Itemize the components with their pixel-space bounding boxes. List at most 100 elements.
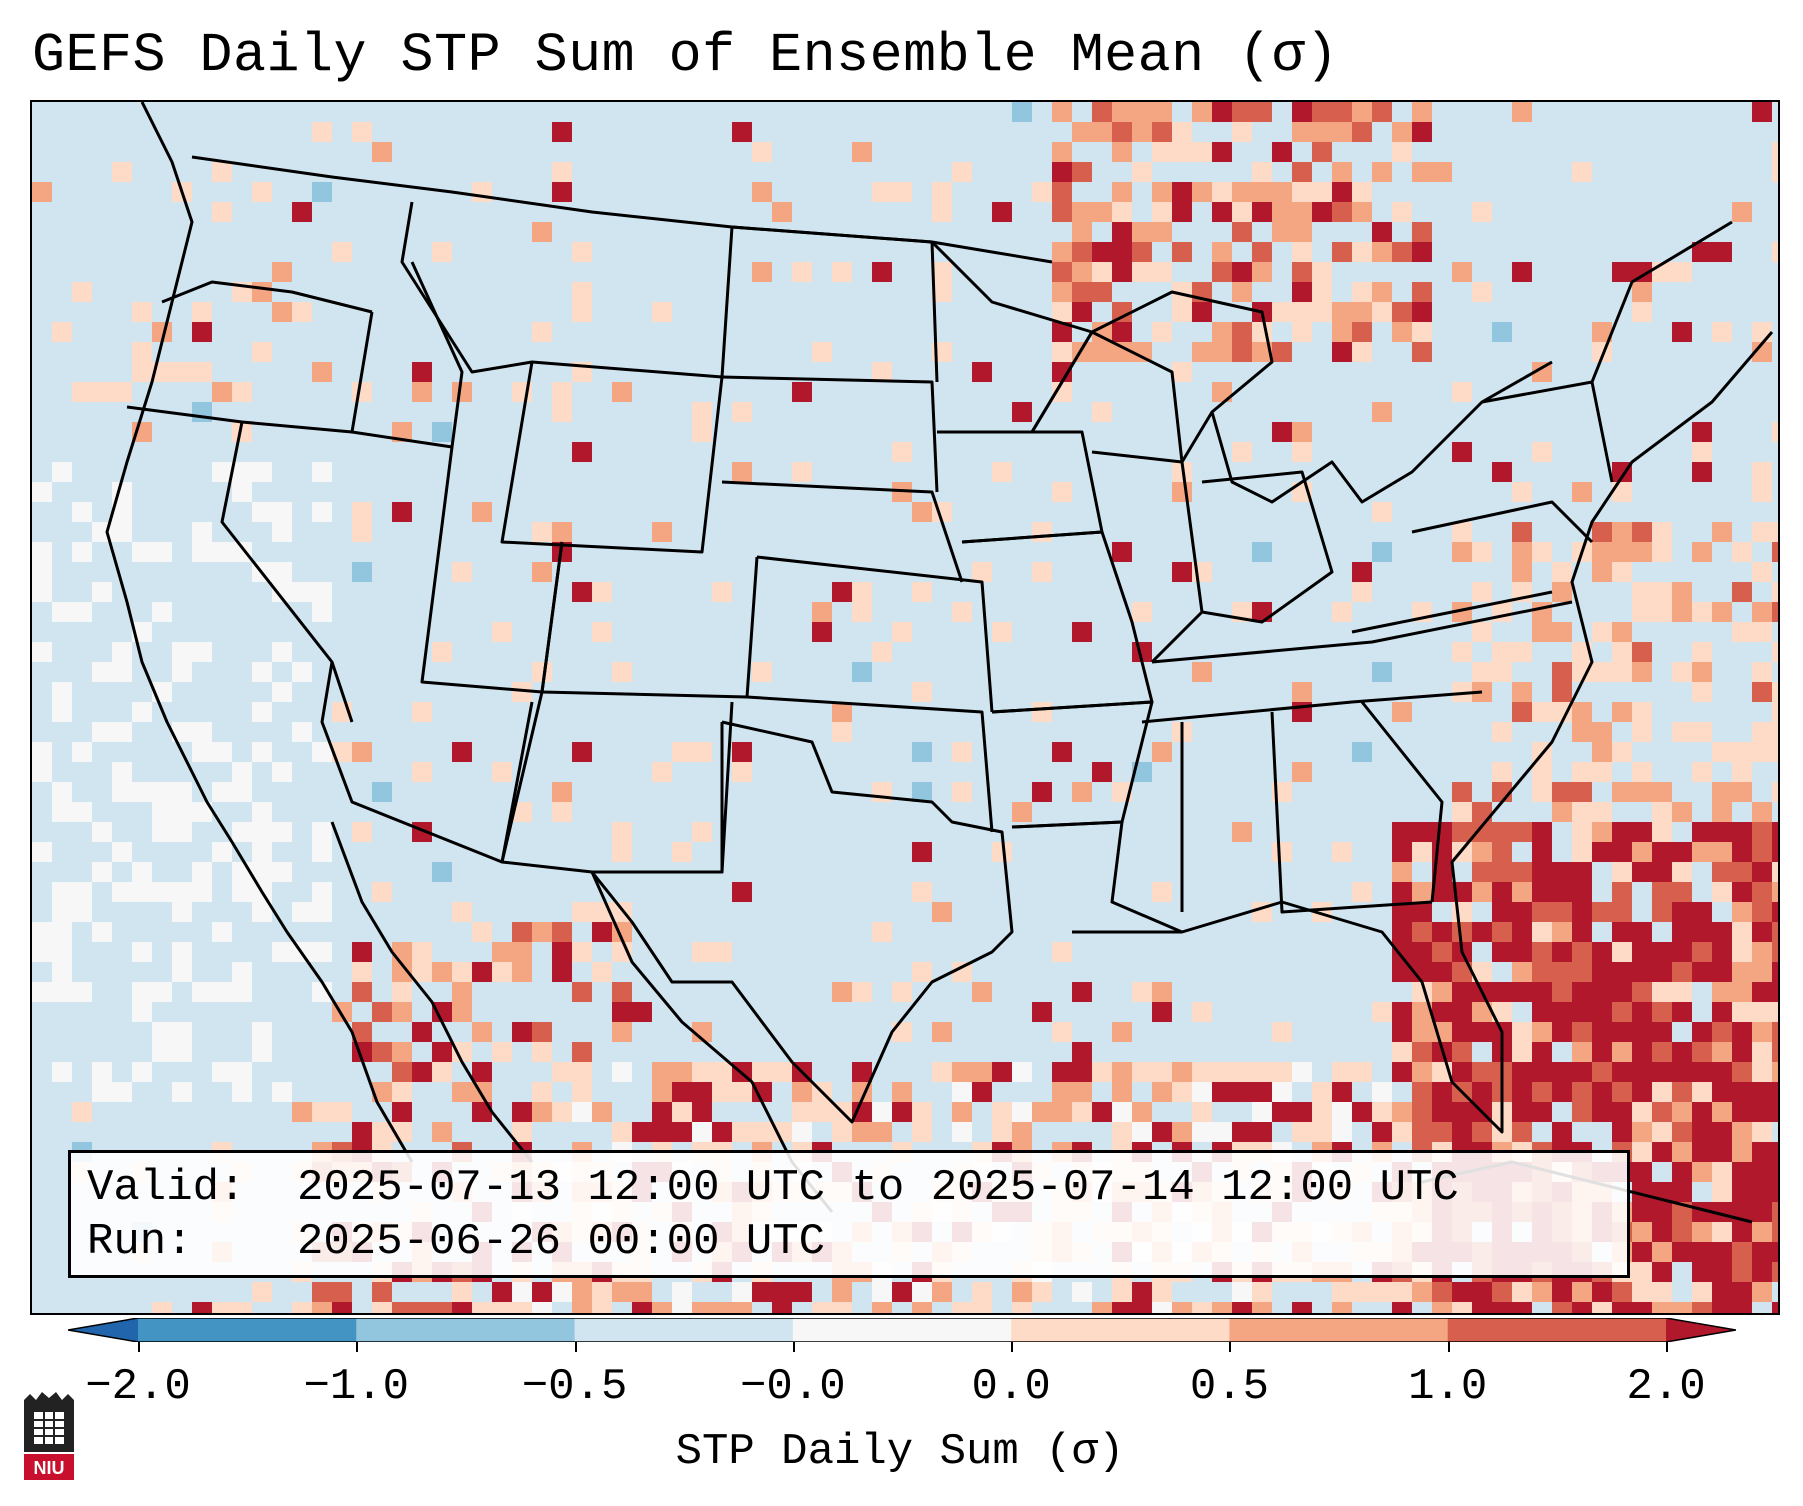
field-cell [1312,1082,1332,1102]
field-cell [952,1082,972,1102]
colorbar-tick [1011,1342,1014,1352]
field-cell [952,962,972,982]
field-cell [1672,602,1692,622]
field-cell [232,462,252,482]
field-cell [372,882,392,902]
field-cell [912,582,932,602]
field-cell [1372,502,1392,522]
field-cell [652,1082,672,1102]
field-cell [252,702,272,722]
field-cell [1752,1162,1772,1182]
field-cell [752,1122,772,1142]
field-cell [1532,1022,1552,1042]
field-cell [312,1302,332,1313]
field-cell [32,742,52,762]
illinois-border [1091,450,1204,664]
field-cell [1592,562,1612,582]
field-cell [1612,882,1632,902]
field-cell [1672,262,1692,282]
field-cell [972,1082,992,1102]
field-cell [1152,882,1172,902]
field-cell [792,1102,812,1122]
field-cell [1732,902,1752,922]
field-cell [92,862,112,882]
field-cell [1652,962,1672,982]
field-cell [1572,1042,1592,1062]
field-cell [1152,122,1172,142]
niu-logo: NIU [24,1392,74,1480]
field-cell [1672,1142,1692,1162]
field-cell [1652,802,1672,822]
field-cell [1712,1022,1732,1042]
field-cell [452,982,472,1002]
field-cell [1572,1022,1592,1042]
field-cell [1592,762,1612,782]
field-cell [1492,762,1512,782]
field-cell [1712,242,1732,262]
field-cell [1172,562,1192,582]
field-cell [1092,762,1112,782]
field-cell [572,242,592,262]
field-cell [1712,742,1732,762]
field-cell [592,1282,612,1302]
field-cell [1732,982,1752,1002]
field-cell [592,1102,612,1122]
field-cell [1212,1122,1232,1142]
field-cell [1512,902,1532,922]
field-cell [1452,442,1472,462]
field-cell [252,502,272,522]
field-cell [1632,1202,1652,1222]
field-cell [1232,822,1252,842]
field-cell [1332,202,1352,222]
field-cell [1352,202,1372,222]
field-cell [1712,982,1732,1002]
field-cell [1692,1302,1712,1313]
field-cell [912,502,932,522]
field-cell [272,942,292,962]
field-cell [92,662,112,682]
field-cell [1652,602,1672,622]
field-cell [1592,622,1612,642]
field-cell [1472,962,1492,982]
field-cell [1692,922,1712,942]
field-cell [1492,642,1512,662]
field-cell [1452,682,1472,702]
field-cell [912,1282,932,1302]
field-cell [952,1302,972,1313]
kentucky-tennessee-border [1151,600,1573,664]
field-cell [1472,662,1492,682]
field-cell [1392,1122,1412,1142]
field-cell [1692,1042,1712,1062]
field-cell [1472,282,1492,302]
field-cell [1252,182,1272,202]
field-cell [1772,542,1778,562]
field-cell [1592,1102,1612,1122]
field-cell [1412,102,1432,122]
colorbar-tick-label: 1.0 [1408,1362,1488,1412]
field-cell [132,342,152,362]
field-cell [612,1122,632,1142]
field-cell [912,962,932,982]
north-dakota-border [731,225,939,383]
field-cell [72,902,92,922]
field-cell [1412,122,1432,142]
field-cell [1172,202,1192,222]
field-cell [1472,802,1492,822]
field-cell [1212,262,1232,282]
field-cell [1532,1282,1552,1302]
field-cell [352,742,372,762]
field-cell [652,1102,672,1122]
field-cell [1012,802,1032,822]
field-cell [1712,1242,1732,1262]
field-cell [1652,1042,1672,1062]
field-cell [1772,1062,1778,1082]
colorbar-tick-label: 0.5 [1189,1362,1270,1412]
field-cell [1632,942,1652,962]
field-cell [892,982,912,1002]
field-cell [1052,142,1072,162]
field-cell [1692,602,1712,622]
field-cell [1752,1102,1772,1122]
field-cell [1672,1062,1692,1082]
field-cell [1692,1242,1712,1262]
field-cell [472,182,492,202]
